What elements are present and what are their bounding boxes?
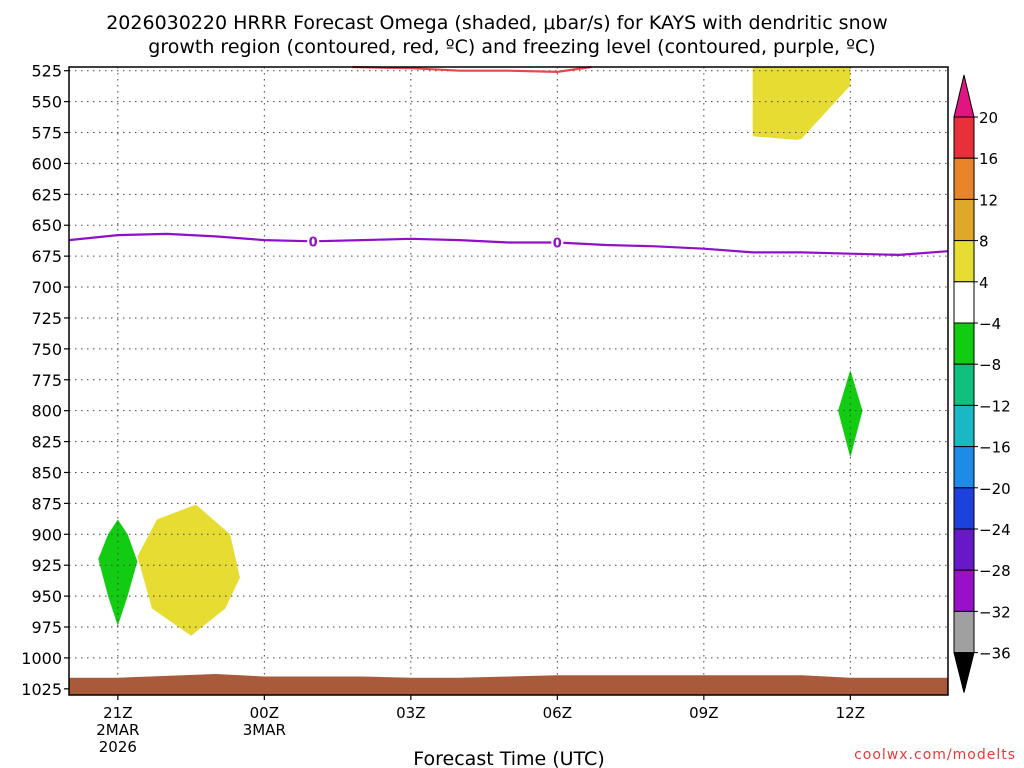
y-tick-label: 625 (31, 185, 62, 204)
colorbar-level-label: −12 (979, 397, 1011, 415)
colorbar-swatch (953, 610, 975, 654)
freezing-label-bg (307, 234, 320, 249)
colorbar-swatch (953, 404, 975, 448)
downward-motion-yellow-2 (752, 67, 851, 140)
x-tick-label: 09Z (689, 704, 718, 722)
x-tick-label: 2026 (99, 738, 137, 756)
upward-motion-green-0 (98, 519, 138, 626)
colorbar-swatch (953, 157, 975, 200)
x-tick-label: 03Z (396, 704, 425, 722)
freezing-label-bg (551, 235, 564, 250)
y-axis: 525 550 575 600 625 650 675 700 725 750 775 800 825 8… (21, 62, 69, 699)
colorbar-level-label: 12 (979, 191, 998, 209)
colorbar-level-label: −8 (979, 356, 1001, 374)
colorbar-swatch (953, 116, 975, 159)
chart-title-line1: 2026030220 HRRR Forecast Omega (shaded, … (106, 12, 888, 34)
x-tick-label: 06Z (543, 704, 572, 722)
y-tick-label: 750 (31, 340, 62, 359)
y-tick-label: 975 (31, 618, 62, 637)
y-tick-label: 775 (31, 371, 62, 390)
y-tick-label: 575 (31, 124, 62, 143)
colorbar-swatch (953, 322, 975, 365)
chart-title-line2: growth region (contoured, red, ºC) and f… (148, 36, 875, 58)
colorbar-bottom-arrow (953, 652, 975, 693)
y-tick-label: 950 (31, 587, 62, 606)
y-tick-label: 700 (31, 278, 62, 297)
credit-text: coolwx.com/modelts (854, 747, 1016, 763)
x-tick-label: 3MAR (243, 721, 286, 739)
colorbar-level-label: −36 (979, 645, 1011, 663)
y-tick-label: 925 (31, 556, 62, 575)
x-tick-label: 21Z (103, 704, 132, 722)
x-tick-label: 00Z (250, 704, 279, 722)
colorbar-top-arrow (953, 74, 975, 118)
x-tick-label: 12Z (836, 704, 865, 722)
upward-motion-green-3 (838, 369, 863, 458)
y-tick-label: 825 (31, 433, 62, 452)
colorbar-swatch (953, 240, 975, 283)
y-tick-label: 1000 (21, 649, 62, 668)
y-tick-label: 850 (31, 463, 62, 482)
freezing-level-contour (68, 232, 949, 257)
colorbar-level-label: −32 (979, 603, 1011, 621)
plot-frame (68, 66, 949, 696)
colorbar-level-label: −16 (979, 439, 1011, 457)
colorbar-swatch (953, 528, 975, 571)
colorbar-level-label: 16 (979, 150, 998, 168)
dendritic-growth-contour (352, 65, 592, 74)
y-tick-label: 525 (31, 62, 62, 81)
colorbar-swatch (953, 363, 975, 406)
downward-motion-yellow-1 (137, 504, 240, 636)
y-tick-label: 800 (31, 402, 62, 421)
y-tick-label: 1025 (21, 680, 62, 699)
x-axis-label: Forecast Time (UTC) (413, 748, 604, 768)
colorbar-swatch (953, 446, 975, 489)
colorbar-swatch (953, 569, 975, 612)
freezing-level-label: 0 (553, 237, 562, 252)
omega-shaded-regions (98, 67, 863, 636)
y-tick-label: 675 (31, 247, 62, 266)
colorbar-level-label: −4 (979, 315, 1001, 333)
colorbar-swatch (953, 281, 975, 324)
colorbar-level-label: 8 (979, 233, 989, 251)
colorbar-level-label: −20 (979, 480, 1011, 498)
colorbar-level-label: −28 (979, 562, 1011, 580)
freezing-level-label: 0 (309, 235, 318, 250)
y-tick-label: 650 (31, 216, 62, 235)
grid-lines (69, 67, 948, 695)
colorbar-level-label: −24 (979, 521, 1011, 539)
colorbar-swatch (953, 198, 975, 242)
y-tick-label: 875 (31, 494, 62, 513)
colorbar-legend: 20 16 12 8 4 −4 −8 −12 −16 −20 −24 −28 −32 −36 (953, 74, 1011, 693)
ground-fill (69, 674, 948, 695)
ground-surface (69, 674, 948, 695)
colorbar-level-label: 20 (979, 109, 998, 127)
y-tick-label: 550 (31, 93, 62, 112)
colorbar-level-label: 4 (979, 274, 989, 292)
y-tick-label: 600 (31, 154, 62, 173)
colorbar-swatch (953, 487, 975, 530)
y-tick-label: 725 (31, 309, 62, 328)
y-tick-label: 900 (31, 525, 62, 544)
x-tick-label: 2MAR (96, 721, 139, 739)
